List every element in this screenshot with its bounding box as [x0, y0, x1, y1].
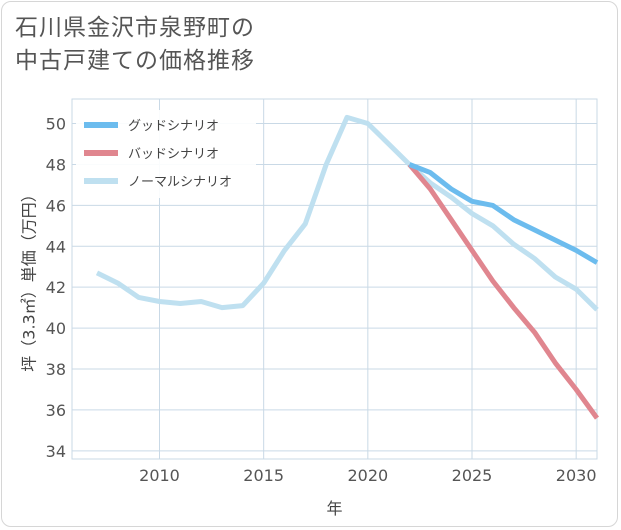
x-tick-label: 2030 [556, 466, 597, 485]
y-tick-label: 50 [46, 115, 66, 134]
x-tick-label: 2010 [139, 466, 180, 485]
plot-border [71, 98, 598, 460]
series-line-3 [95, 114, 599, 312]
series-line-1 [408, 162, 599, 265]
grid-lines [71, 98, 598, 460]
tick-labels: 2010 2015 2020 2025 2030 34 36 38 40 42 44 46 48 50 [46, 115, 597, 485]
series-line-2 [407, 162, 600, 420]
chart-title-line2: 中古戸建ての価格推移 [15, 48, 255, 74]
chart-title: 石川県金沢市泉野町の 中古戸建ての価格推移 [15, 12, 255, 78]
legend-label-1: グッドシナリオ [128, 119, 219, 134]
legend-label-2: バッドシナリオ [128, 147, 219, 162]
y-tick-label: 44 [46, 237, 66, 256]
x-tick-label: 2020 [347, 466, 388, 485]
y-tick-label: 40 [46, 319, 66, 338]
chart-title-line1: 石川県金沢市泉野町の [15, 15, 255, 41]
x-axis-title: 年 [326, 499, 342, 518]
y-tick-label: 48 [46, 155, 66, 174]
x-tick-label: 2015 [243, 466, 284, 485]
y-tick-label: 46 [46, 196, 66, 215]
y-axis-title: 坪（3.3㎡）単価（万円） [20, 186, 39, 371]
legend-label-3: ノーマルシナリオ [128, 175, 232, 190]
y-tick-label: 34 [46, 442, 66, 461]
x-tick-label: 2025 [452, 466, 493, 485]
y-tick-label: 42 [46, 278, 66, 297]
y-tick-label: 36 [46, 401, 66, 420]
y-tick-label: 38 [46, 360, 66, 379]
series-lines [95, 114, 600, 420]
